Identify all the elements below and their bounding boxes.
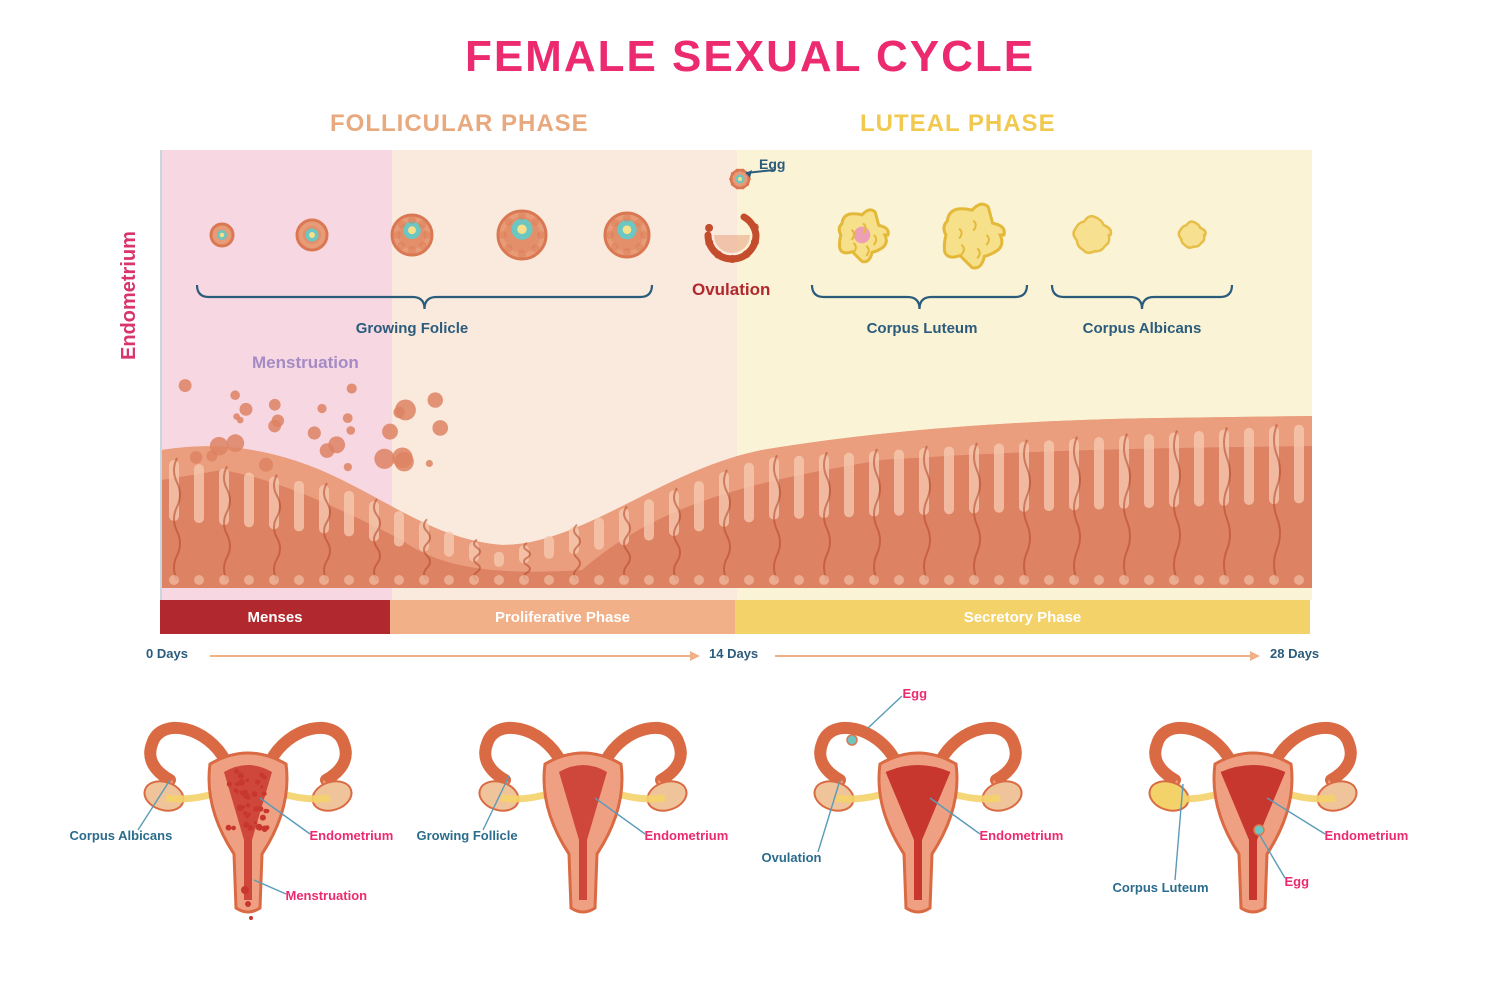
uterus-callout-label: Endometrium	[645, 828, 729, 843]
uterus-callout-label: Corpus Luteum	[1113, 880, 1209, 895]
uterus-callout-label: Egg	[903, 686, 928, 701]
timeline-start: 0 Days	[146, 646, 188, 661]
uterus-panel: Growing FollicleEndometrium	[423, 680, 743, 940]
cycle-chart: Egg Ovulation Growing Folicle Corpus Lut…	[160, 150, 1310, 600]
phase-bar-segment: Secretory Phase	[735, 600, 1310, 634]
uterus-callout-label: Ovulation	[762, 850, 822, 865]
uterus-callout-label: Egg	[1285, 874, 1310, 889]
uterus-callout-label: Growing Follicle	[417, 828, 518, 843]
uterus-callout-label: Menstruation	[286, 888, 368, 903]
uterus-panel: Egg Ovulation Endometrium	[758, 680, 1078, 940]
corpus-albicans-label: Corpus Albicans	[1062, 320, 1222, 337]
uterus-callout-label: Endometrium	[310, 828, 394, 843]
luteal-phase-header: LUTEAL PHASE	[860, 110, 1056, 138]
phase-bar-segment: Menses	[160, 600, 390, 634]
uterus-callout-label: Endometrium	[1325, 828, 1409, 843]
phase-bar-segment: Proliferative Phase	[390, 600, 735, 634]
uterus-panel: Corpus Luteum Egg Endometrium	[1093, 680, 1413, 940]
endometrium-axis-label: Endometrium	[118, 231, 141, 360]
uterus-callout-label: Endometrium	[980, 828, 1064, 843]
timeline-end: 28 Days	[1270, 646, 1319, 661]
timeline: 0 Days 14 Days 28 Days	[140, 642, 1330, 670]
main-title: FEMALE SEXUAL CYCLE	[0, 0, 1500, 82]
menstruation-label: Menstruation	[252, 353, 359, 373]
timeline-mid: 14 Days	[709, 646, 758, 661]
uterus-panel: Corpus AlbicansEndometriumMenstruation	[88, 680, 408, 940]
egg-callout-label: Egg	[759, 156, 785, 172]
phase-bar: MensesProliferative PhaseSecretory Phase	[160, 600, 1310, 634]
corpus-luteum-label: Corpus Luteum	[842, 320, 1002, 337]
uterus-callout-label: Corpus Albicans	[70, 828, 173, 843]
follicular-phase-header: FOLLICULAR PHASE	[330, 110, 589, 138]
uterus-row: Corpus AlbicansEndometriumMenstruationGr…	[80, 680, 1420, 940]
ovulation-label: Ovulation	[692, 280, 770, 300]
phase-headers: FOLLICULAR PHASE LUTEAL PHASE	[160, 110, 1310, 150]
growing-folicle-label: Growing Folicle	[322, 320, 502, 337]
